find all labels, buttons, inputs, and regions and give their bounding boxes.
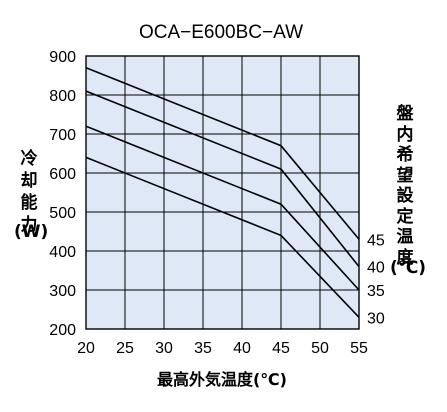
series-line-40 <box>85 90 360 268</box>
right-axis-label-char: 望 <box>396 165 414 186</box>
series-label-35: 35 <box>367 283 385 300</box>
y-tick-label: 700 <box>49 127 76 144</box>
series-line-35 <box>85 125 360 291</box>
plot-frame <box>85 55 360 330</box>
x-axis-label: 最高外気温度(℃) <box>157 370 287 389</box>
x-tick-label: 30 <box>155 340 173 357</box>
x-tick-label: 55 <box>350 340 368 357</box>
series-label-45: 45 <box>367 232 385 249</box>
y-axis-label-char: 冷 <box>20 149 38 169</box>
y-tick-label: 600 <box>49 166 76 183</box>
y-tick-label: 900 <box>49 49 76 66</box>
y-axis-label-char: 力 <box>20 215 38 235</box>
y-axis-label: 冷却能力 <box>14 148 44 236</box>
x-tick-label: 45 <box>272 340 290 357</box>
right-axis-label-char: 定 <box>396 206 414 227</box>
y-tick-label: 300 <box>49 283 76 300</box>
right-axis-label: 盤内希望設定温度 <box>394 104 416 268</box>
x-tick-label: 25 <box>116 340 134 357</box>
series-line-30 <box>85 156 360 318</box>
y-tick-labels: 200 300 400 500 600 700 800 900 <box>49 49 76 339</box>
right-axis-label-char: 温 <box>396 227 414 247</box>
plot-background <box>86 56 359 329</box>
series-label-30: 30 <box>367 310 385 327</box>
right-axis-unit: (℃) <box>389 258 427 278</box>
y-axis-label-char: 却 <box>20 171 38 191</box>
y-tick-label: 800 <box>49 88 76 105</box>
y-axis-label-char: 能 <box>20 193 38 213</box>
x-tick-label: 50 <box>311 340 329 357</box>
series-end-labels: 45 40 35 30 <box>367 232 385 327</box>
right-axis-label-char: 盤 <box>396 104 414 124</box>
x-tick-label: 40 <box>233 340 251 357</box>
right-axis-label-char: 内 <box>396 124 414 145</box>
y-tick-label: 400 <box>49 244 76 261</box>
right-axis-label-char: 設 <box>396 186 414 206</box>
x-tick-labels: 20 25 30 35 40 45 50 55 <box>77 340 368 357</box>
right-axis-label-char: 希 <box>396 145 414 165</box>
series-line-45 <box>85 66 360 240</box>
series-label-40: 40 <box>367 260 385 277</box>
grid-lines <box>85 55 360 330</box>
series-lines <box>85 66 360 318</box>
x-tick-label: 20 <box>77 340 95 357</box>
y-tick-label: 500 <box>49 205 76 222</box>
x-tick-label: 35 <box>194 340 212 357</box>
right-axis-label-char: 度 <box>396 247 414 268</box>
y-tick-label: 200 <box>49 322 76 339</box>
chart-title: OCA−E600BC−AW <box>139 22 303 43</box>
y-axis-unit: (W) <box>14 222 49 242</box>
